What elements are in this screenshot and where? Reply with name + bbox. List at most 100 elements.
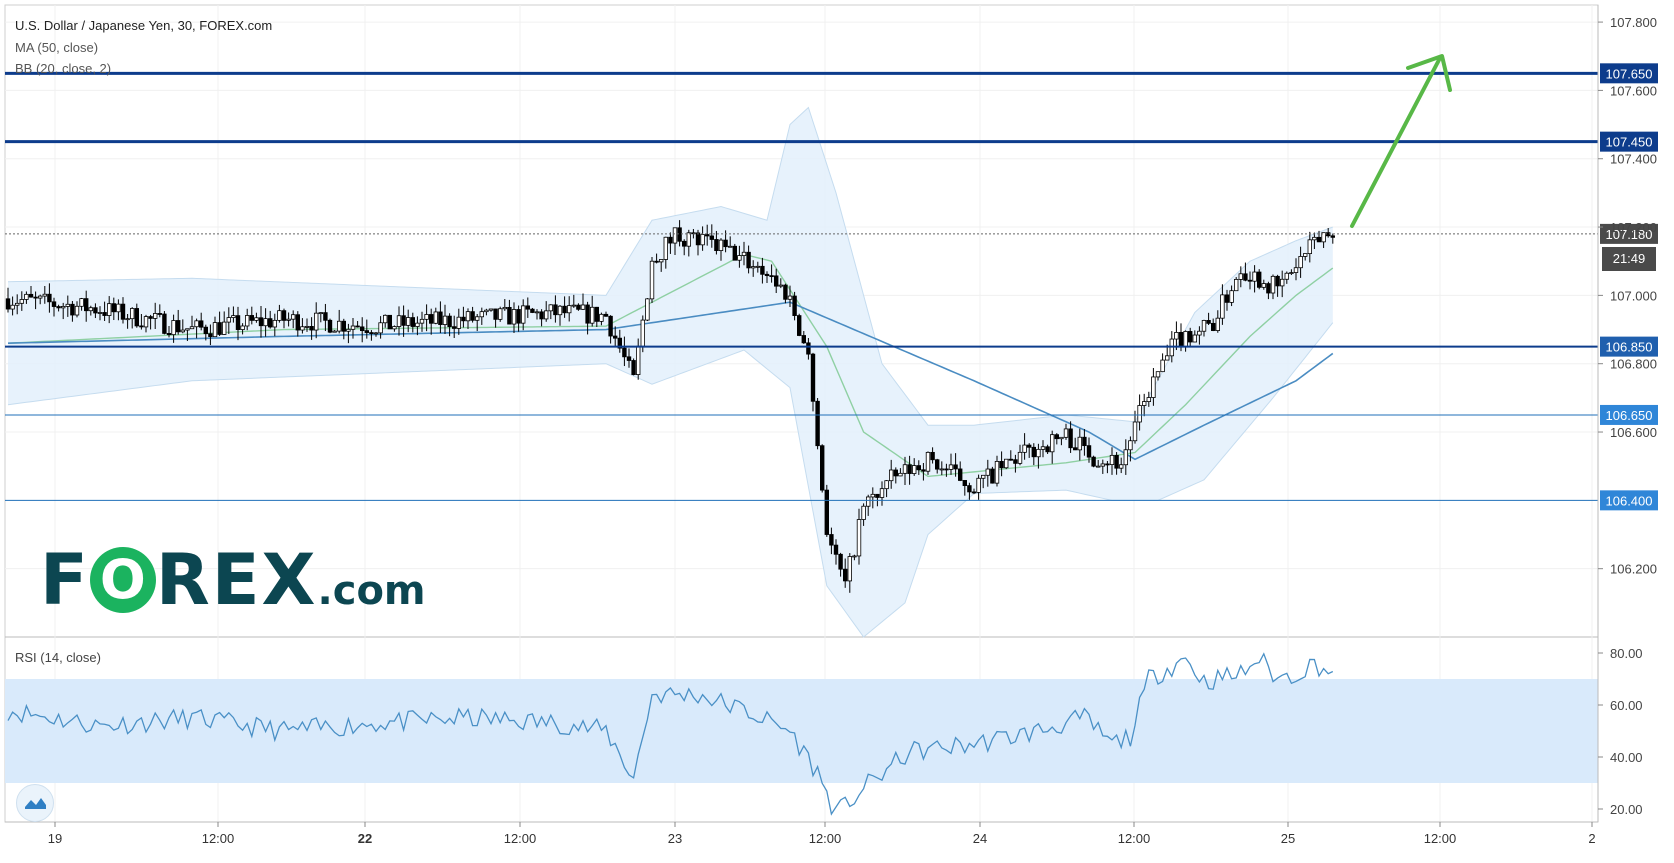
candle <box>474 314 480 332</box>
candle <box>1036 443 1041 469</box>
candle <box>479 307 484 325</box>
candle <box>1316 230 1322 243</box>
candle <box>737 245 742 268</box>
candle <box>254 312 259 323</box>
candle <box>677 220 682 247</box>
candle <box>217 311 222 337</box>
candle <box>654 253 659 264</box>
candle <box>1022 433 1027 460</box>
bar-countdown: 21:49 <box>1602 247 1656 271</box>
candle <box>456 308 461 335</box>
candle <box>709 224 714 248</box>
candle <box>5 287 11 313</box>
candle <box>1234 277 1239 292</box>
candle <box>111 297 116 321</box>
candle <box>1211 318 1216 332</box>
candle <box>585 301 590 335</box>
projection-arrow <box>1350 54 1452 228</box>
candle <box>944 463 949 477</box>
candle <box>1247 271 1253 290</box>
candle <box>1109 447 1115 475</box>
x-tick-label: 12:00 <box>202 831 235 846</box>
candle <box>1050 430 1055 464</box>
candle <box>1123 439 1128 475</box>
candle <box>378 316 383 339</box>
candle <box>1188 327 1193 347</box>
rsi-line <box>7 652 1334 816</box>
candle <box>355 321 360 328</box>
level-label: 106.650 <box>1606 408 1653 423</box>
candle <box>663 236 668 269</box>
support-resistance-levels: 107.650 107.450 106.850 106.650 106.400 107.1… <box>5 63 1658 511</box>
candle <box>1252 265 1257 293</box>
candle <box>1303 253 1308 261</box>
candle <box>613 326 618 347</box>
candle <box>203 324 208 341</box>
candle <box>718 238 724 261</box>
level-tag <box>1600 404 1658 425</box>
candle <box>916 460 921 475</box>
candle <box>1008 450 1013 461</box>
candle <box>801 331 806 344</box>
candle <box>28 286 34 298</box>
candle <box>898 468 903 477</box>
candle <box>447 313 452 337</box>
y-tick-label: 107.000 <box>1610 288 1657 303</box>
candle <box>341 318 346 340</box>
candle <box>1229 285 1234 307</box>
candle <box>162 311 167 335</box>
candle <box>902 456 908 486</box>
candle <box>332 330 337 333</box>
candle <box>1040 440 1046 458</box>
candle <box>1105 460 1110 474</box>
candle <box>185 328 190 341</box>
candle <box>516 305 521 332</box>
candle <box>810 352 816 412</box>
candle <box>884 480 889 498</box>
tradingview-icon[interactable] <box>16 784 54 822</box>
candle <box>557 304 563 326</box>
candle <box>774 268 779 294</box>
candle <box>1330 233 1335 244</box>
candle <box>567 296 572 322</box>
candle <box>778 278 783 289</box>
candle <box>226 307 231 334</box>
rsi-band <box>5 679 1598 783</box>
candle <box>1257 269 1262 290</box>
candle <box>852 554 857 561</box>
candle <box>1206 312 1211 325</box>
candle <box>387 314 392 330</box>
candle <box>751 260 756 277</box>
candle <box>1174 321 1179 351</box>
candle <box>861 503 866 526</box>
candle <box>74 301 80 318</box>
candle <box>1155 371 1161 381</box>
candle <box>806 338 811 360</box>
candle <box>672 227 678 255</box>
candle <box>1082 429 1087 456</box>
candle <box>935 458 940 474</box>
candle <box>815 398 820 450</box>
candle <box>1132 410 1138 444</box>
candle <box>166 326 172 338</box>
y-tick-label: 106.200 <box>1610 562 1657 577</box>
forex-logo: F O REX.com <box>40 539 426 621</box>
candle <box>797 313 802 337</box>
candle <box>24 291 29 304</box>
candle <box>359 317 365 343</box>
candle <box>497 306 503 322</box>
candle <box>1063 423 1069 440</box>
candle <box>364 319 369 339</box>
candle <box>1091 455 1096 468</box>
chart-title: U.S. Dollar / Japanese Yen, 30, FOREX.co… <box>15 18 273 33</box>
candle <box>705 224 710 246</box>
candle <box>290 310 296 329</box>
candle <box>1114 452 1119 475</box>
candle <box>1017 444 1023 466</box>
x-tick-label: 12:00 <box>504 831 537 846</box>
candle <box>502 299 507 311</box>
candle <box>143 314 149 333</box>
candle <box>824 484 829 537</box>
candle <box>134 303 139 328</box>
candle <box>240 323 245 335</box>
